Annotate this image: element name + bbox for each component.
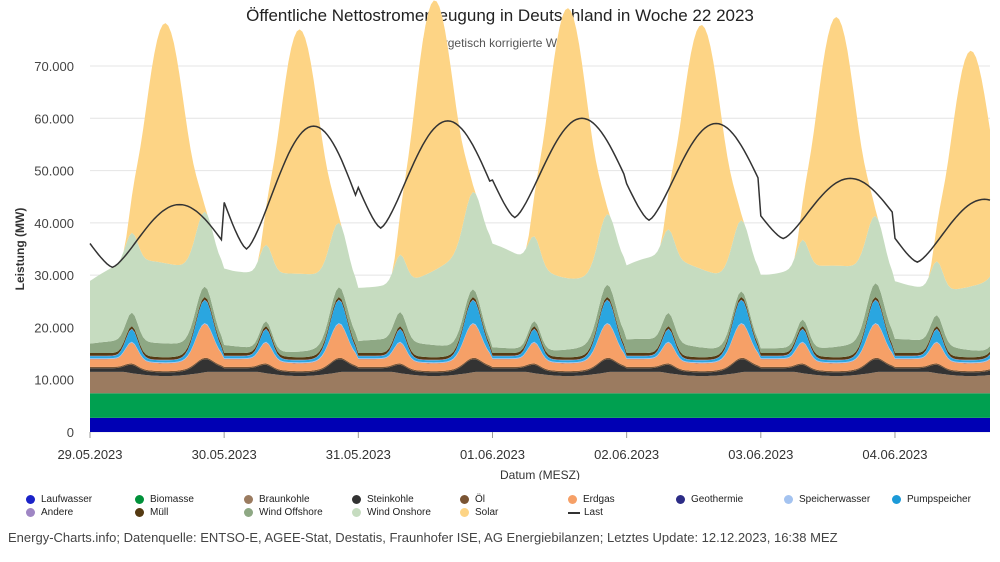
y-tick-label: 0 bbox=[67, 425, 74, 440]
legend-label: Geothermie bbox=[691, 494, 744, 505]
area-biomasse bbox=[90, 393, 990, 418]
y-axis-ticks: 0 10.000 20.000 30.000 40.000 50.000 60.000 70.… bbox=[34, 59, 74, 440]
y-tick-label: 30.000 bbox=[34, 268, 74, 283]
legend-swatch bbox=[892, 495, 901, 504]
x-tick-label: 30.05.2023 bbox=[192, 447, 257, 462]
x-axis-ticks: 29.05.2023 30.05.2023 31.05.2023 01.06.2023… bbox=[57, 432, 928, 462]
x-tick-label: 01.06.2023 bbox=[460, 447, 525, 462]
legend-swatch bbox=[784, 495, 793, 504]
x-tick-label: 29.05.2023 bbox=[57, 447, 122, 462]
legend-item[interactable]: Solar bbox=[460, 507, 498, 518]
legend-swatch bbox=[568, 495, 577, 504]
legend-swatch bbox=[352, 508, 361, 517]
legend-label: Andere bbox=[41, 507, 74, 518]
chart-subtitle: Energetisch korrigierte Werte bbox=[422, 36, 578, 50]
legend-item[interactable]: Braunkohle bbox=[244, 494, 310, 505]
legend-item[interactable]: Erdgas bbox=[568, 494, 615, 505]
y-tick-label: 50.000 bbox=[34, 164, 74, 179]
x-axis-label: Datum (MESZ) bbox=[500, 468, 580, 480]
area-wind-offshore bbox=[90, 283, 990, 358]
legend-label: Erdgas bbox=[583, 494, 615, 505]
legend-item[interactable]: Biomasse bbox=[135, 494, 194, 505]
legend-swatch bbox=[676, 495, 685, 504]
area-öl bbox=[90, 357, 990, 373]
legend-label: Laufwasser bbox=[41, 494, 93, 505]
legend-item[interactable]: Wind Onshore bbox=[352, 507, 431, 518]
legend-label: Braunkohle bbox=[259, 494, 310, 505]
source-footer: Energy-Charts.info; Datenquelle: ENTSO-E… bbox=[8, 530, 838, 545]
series-last-line bbox=[89, 117, 991, 269]
legend-swatch bbox=[460, 508, 469, 517]
area-solar bbox=[90, 0, 990, 290]
stacked-areas bbox=[90, 0, 990, 432]
legend-label: Speicherwasser bbox=[799, 494, 871, 505]
y-tick-label: 40.000 bbox=[34, 216, 74, 231]
legend-item[interactable]: Pumpspeicher bbox=[892, 494, 971, 505]
chart-plot: 0 10.000 20.000 30.000 40.000 50.000 60.000 70.… bbox=[13, 0, 991, 480]
legend-label: Biomasse bbox=[150, 494, 194, 505]
legend-label: Last bbox=[584, 507, 603, 518]
legend-item[interactable]: Geothermie bbox=[676, 494, 743, 505]
legend-item[interactable]: Müll bbox=[135, 507, 168, 518]
legend-swatch bbox=[135, 508, 144, 517]
area-steinkohle bbox=[90, 359, 990, 377]
legend-item[interactable]: Wind Offshore bbox=[244, 507, 323, 518]
legend-swatch bbox=[352, 495, 361, 504]
y-tick-label: 60.000 bbox=[34, 111, 74, 126]
legend-swatch bbox=[26, 495, 35, 504]
legend-item[interactable]: Laufwasser bbox=[26, 494, 92, 505]
legend-swatch bbox=[568, 511, 580, 514]
x-tick-label: 04.06.2023 bbox=[862, 447, 927, 462]
area-pumpspeicher bbox=[90, 300, 990, 363]
area-braunkohle bbox=[90, 371, 990, 394]
legend-swatch bbox=[244, 495, 253, 504]
legend-item[interactable]: Speicherwasser bbox=[784, 494, 870, 505]
legend-label: Solar bbox=[475, 507, 499, 518]
legend-label: Pumpspeicher bbox=[907, 494, 971, 505]
legend-item[interactable]: Last bbox=[568, 507, 603, 518]
legend-item[interactable]: Steinkohle bbox=[352, 494, 414, 505]
legend-swatch bbox=[460, 495, 469, 504]
chart-title: Öffentliche Nettostromerzeugung in Deuts… bbox=[246, 6, 754, 25]
area-wind-onshore bbox=[90, 192, 990, 352]
legend-label: Müll bbox=[150, 507, 169, 518]
area-müll bbox=[90, 297, 990, 360]
legend-swatch bbox=[26, 508, 35, 517]
area-laufwasser bbox=[90, 417, 990, 432]
x-tick-label: 02.06.2023 bbox=[594, 447, 659, 462]
legend-swatch bbox=[244, 508, 253, 517]
legend-label: Wind Offshore bbox=[259, 507, 323, 518]
legend-label: Öl bbox=[475, 494, 485, 505]
last-line bbox=[89, 117, 991, 269]
y-axis-label: Leistung (MW) bbox=[13, 208, 27, 291]
legend-item[interactable]: Andere bbox=[26, 507, 73, 518]
x-tick-label: 31.05.2023 bbox=[326, 447, 391, 462]
x-tick-label: 03.06.2023 bbox=[728, 447, 793, 462]
y-tick-label: 20.000 bbox=[34, 320, 74, 335]
legend-label: Wind Onshore bbox=[367, 507, 431, 518]
y-tick-label: 10.000 bbox=[34, 373, 74, 388]
legend-swatch bbox=[135, 495, 144, 504]
legend-label: Steinkohle bbox=[367, 494, 414, 505]
y-tick-label: 70.000 bbox=[34, 59, 74, 74]
area-erdgas bbox=[90, 323, 990, 372]
legend-item[interactable]: Öl bbox=[460, 494, 485, 505]
